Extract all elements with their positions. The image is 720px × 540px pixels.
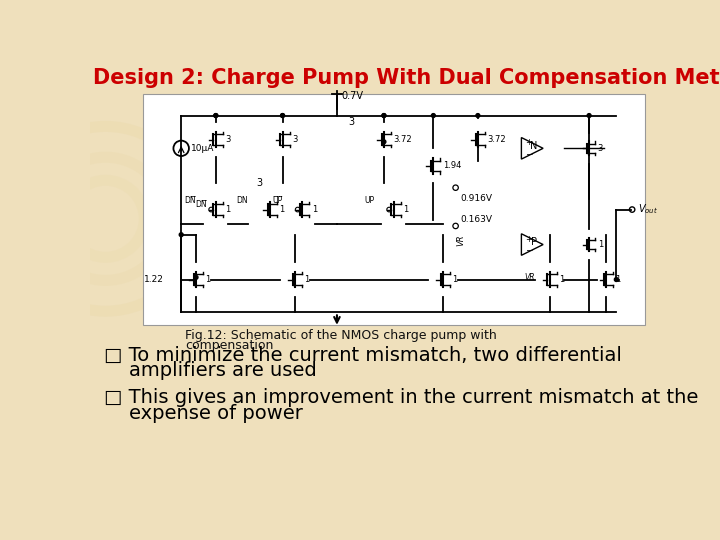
Circle shape	[476, 113, 480, 118]
Text: □ To minimize the current mismatch, two differential: □ To minimize the current mismatch, two …	[104, 346, 622, 365]
Text: 1: 1	[225, 205, 230, 214]
Text: U̅P̅: U̅P̅	[272, 197, 282, 205]
Text: compensation: compensation	[185, 339, 274, 352]
Text: 1.94: 1.94	[443, 161, 461, 170]
Text: 1: 1	[403, 205, 408, 214]
Text: P: P	[531, 237, 537, 247]
Circle shape	[281, 113, 284, 118]
Text: 1: 1	[312, 205, 317, 214]
Bar	[143, 94, 645, 325]
Text: 1: 1	[305, 275, 310, 284]
Text: 1: 1	[205, 275, 210, 284]
Text: +: +	[526, 138, 532, 147]
Circle shape	[382, 140, 386, 144]
Circle shape	[179, 233, 183, 237]
Circle shape	[382, 113, 386, 118]
Circle shape	[214, 113, 217, 118]
Text: $V_{out}$: $V_{out}$	[638, 202, 658, 217]
Text: 1: 1	[598, 240, 603, 249]
Text: +: +	[526, 235, 532, 244]
Text: 1: 1	[615, 275, 620, 284]
Text: 0.7V: 0.7V	[341, 91, 363, 101]
Text: 3: 3	[225, 135, 230, 144]
Text: 3: 3	[256, 178, 263, 188]
Text: □ This gives an improvement in the current mismatch at the: □ This gives an improvement in the curre…	[104, 388, 698, 407]
Text: 0.916V: 0.916V	[461, 194, 492, 203]
Text: VR: VR	[456, 234, 465, 246]
Text: 10μA: 10μA	[192, 144, 215, 153]
Text: expense of power: expense of power	[104, 403, 303, 423]
Text: DN̅: DN̅	[195, 200, 207, 210]
Circle shape	[431, 113, 436, 118]
Circle shape	[194, 275, 198, 279]
Text: 3: 3	[348, 117, 354, 127]
Circle shape	[588, 113, 591, 118]
Circle shape	[281, 113, 284, 118]
Text: −: −	[526, 246, 533, 254]
Text: VR: VR	[524, 273, 535, 282]
Text: −: −	[526, 149, 533, 158]
Text: Fig.12: Schematic of the NMOS charge pump with: Fig.12: Schematic of the NMOS charge pum…	[185, 329, 497, 342]
Text: 1: 1	[279, 205, 284, 214]
Text: 3: 3	[598, 144, 603, 153]
Text: 1.22: 1.22	[144, 275, 164, 284]
Text: Design 2: Charge Pump With Dual Compensation Method [4]: Design 2: Charge Pump With Dual Compensa…	[93, 68, 720, 88]
Text: 3.72: 3.72	[487, 135, 505, 144]
Text: DN̅: DN̅	[184, 197, 196, 205]
Text: DN: DN	[236, 197, 248, 205]
Circle shape	[614, 278, 618, 281]
Text: 3: 3	[292, 135, 297, 144]
Text: 1: 1	[559, 275, 564, 284]
Text: amplifiers are used: amplifiers are used	[104, 361, 317, 380]
Text: 0.163V: 0.163V	[461, 215, 492, 224]
Text: N: N	[530, 141, 538, 151]
Text: UP: UP	[364, 197, 374, 205]
Circle shape	[382, 113, 386, 118]
Text: 3.72: 3.72	[393, 135, 412, 144]
Circle shape	[214, 113, 217, 118]
Text: 1: 1	[453, 275, 458, 284]
